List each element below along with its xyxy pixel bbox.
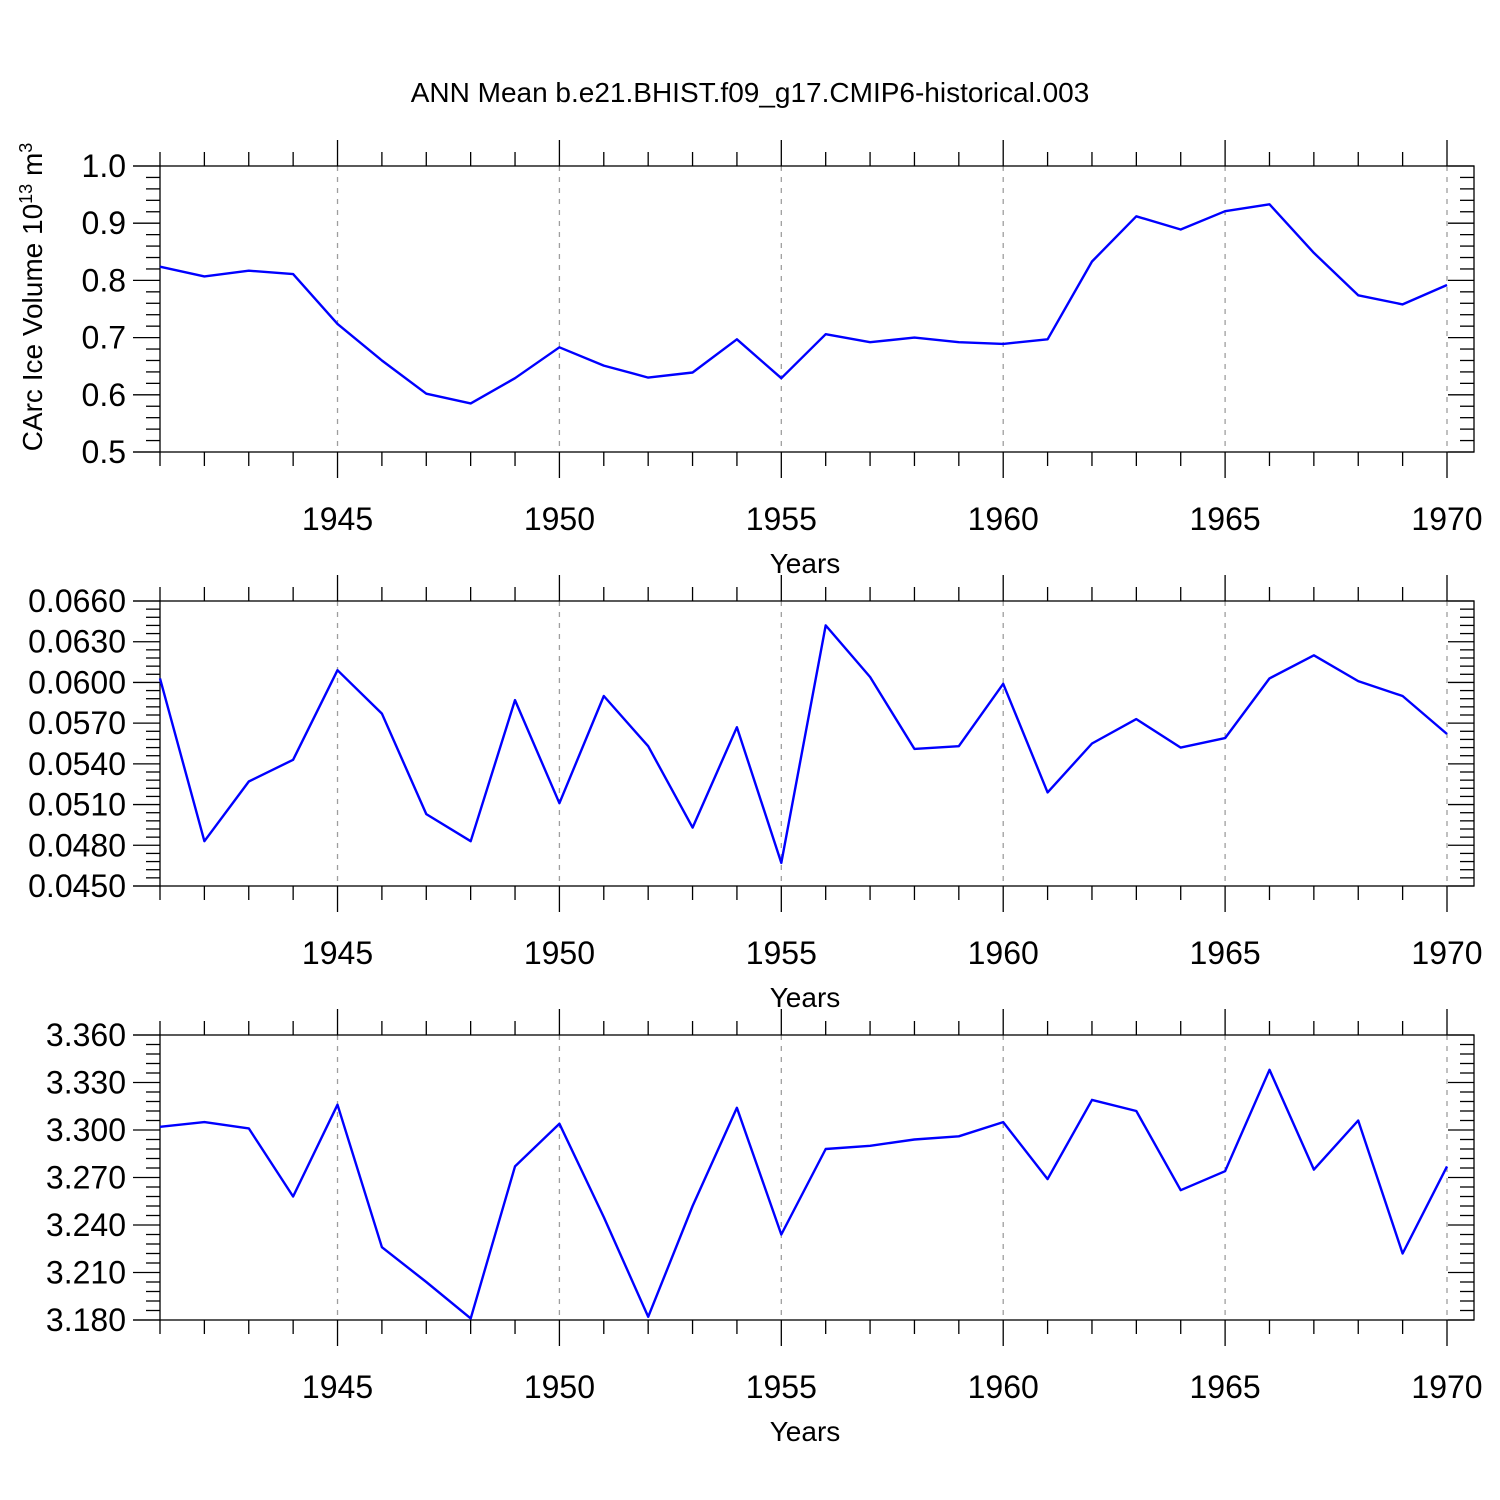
x-tick-label: 1945 (302, 501, 373, 537)
x-tick-label: 1970 (1411, 935, 1482, 971)
x-tick-label: 1950 (524, 501, 595, 537)
y-tick-label: 3.360 (46, 1017, 126, 1053)
y-tick-label: 3.210 (46, 1255, 126, 1291)
y-tick-label: 0.0540 (28, 746, 126, 782)
y-tick-label: 0.8 (82, 262, 126, 298)
y-tick-label: 3.180 (46, 1302, 126, 1338)
y-tick-label: 0.0600 (28, 664, 126, 700)
x-tick-label: 1965 (1190, 501, 1261, 537)
y-tick-label: 3.270 (46, 1160, 126, 1196)
y-tick-label: 0.0570 (28, 705, 126, 741)
x-axis-label: Years (770, 548, 841, 579)
y-tick-label: 3.240 (46, 1207, 126, 1243)
x-tick-label: 1970 (1411, 501, 1482, 537)
panel-middle: 0.0450 0.0480 0.0510 0.0540 0.0570 0.0600 0.06… (28, 575, 1483, 1013)
panel-ice-volume: 0.5 0.6 0.7 0.8 0.9 1.0 1945 1950 1955 1960 1965 19… (16, 140, 1483, 579)
y-tick-label: 0.0660 (28, 583, 126, 619)
x-tick-label: 1960 (968, 1369, 1039, 1405)
plot-frame (159, 600, 1475, 887)
y-tick-label: 0.0450 (28, 868, 126, 904)
y-axis-label: CArc Ice Volume 1013 m3 (16, 143, 48, 452)
panel-ice-area: 3.180 3.210 3.240 3.270 3.300 3.330 3.360 1945 1… (46, 1009, 1483, 1447)
y-tick-label: 0.0480 (28, 827, 126, 863)
x-tick-label: 1965 (1190, 935, 1261, 971)
x-tick-label: 1950 (524, 935, 595, 971)
y-tick-label: 0.0630 (28, 624, 126, 660)
y-tick-label: 0.7 (82, 320, 126, 356)
x-tick-label: 1955 (746, 935, 817, 971)
y-tick-label: 0.0510 (28, 787, 126, 823)
plot-frame (159, 1034, 1475, 1321)
y-tick-label: 0.5 (82, 434, 126, 470)
x-tick-label: 1970 (1411, 1369, 1482, 1405)
x-tick-label: 1960 (968, 501, 1039, 537)
x-tick-label: 1965 (1190, 1369, 1261, 1405)
y-tick-label: 0.9 (82, 205, 126, 241)
x-axis-label: Years (770, 1416, 841, 1447)
x-tick-label: 1955 (746, 501, 817, 537)
x-tick-label: 1945 (302, 935, 373, 971)
x-tick-label: 1955 (746, 1369, 817, 1405)
y-tick-label: 3.300 (46, 1112, 126, 1148)
y-tick-label: 3.330 (46, 1065, 126, 1101)
y-tick-label: 1.0 (82, 148, 126, 184)
x-tick-label: 1950 (524, 1369, 595, 1405)
series-line (159, 203, 1448, 405)
x-tick-label: 1945 (302, 1369, 373, 1405)
y-tick-label: 0.6 (82, 377, 126, 413)
series-line (159, 1068, 1449, 1320)
plot-frame (159, 165, 1475, 453)
x-axis-label: Years (770, 982, 841, 1013)
x-tick-label: 1960 (968, 935, 1039, 971)
figure-title: ANN Mean b.e21.BHIST.f09_g17.CMIP6-histo… (411, 77, 1090, 108)
series-line (158, 624, 1448, 865)
